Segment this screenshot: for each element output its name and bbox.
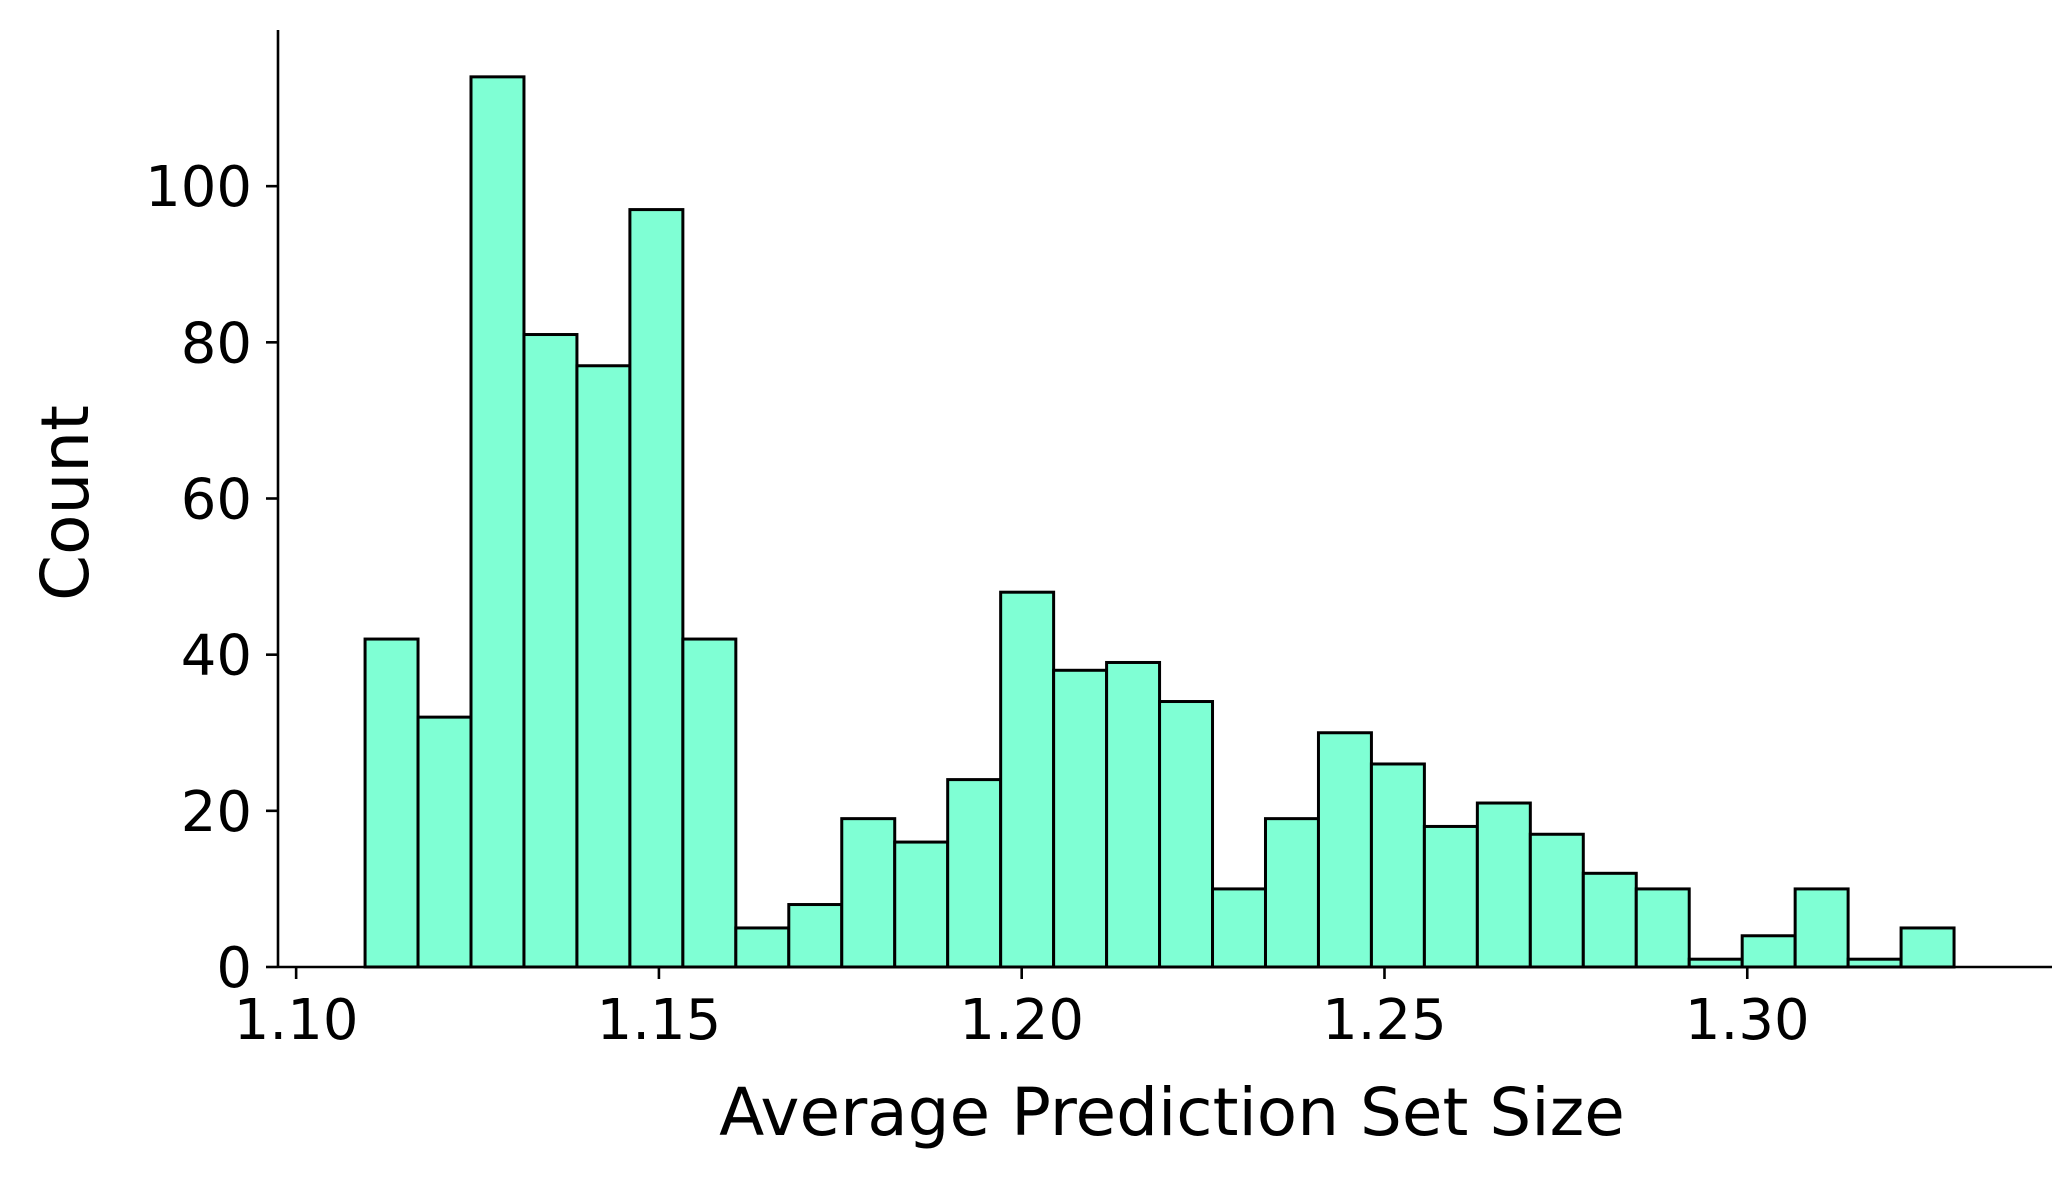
histogram-bar [1316, 731, 1373, 969]
histogram-bar [787, 903, 844, 969]
histogram-bar [416, 715, 473, 969]
y-axis-title: Count [27, 405, 104, 601]
histogram-bar [1369, 762, 1426, 969]
y-tick-label: 100 [145, 155, 252, 220]
histogram-bar [1211, 887, 1267, 969]
histogram-bar [681, 637, 738, 969]
histogram-bar [1581, 871, 1638, 969]
histogram-bar [363, 637, 420, 969]
y-tick-label: 20 [181, 780, 252, 845]
histogram-bar [1422, 824, 1479, 969]
x-tick-label: 1.30 [1685, 988, 1810, 1053]
x-ticks: 1.10 1.15 1.20 1.25 1.30 [234, 967, 1810, 1053]
histogram-bar [1793, 887, 1850, 969]
histogram-bar [1263, 817, 1320, 969]
histogram-bar [840, 817, 897, 969]
y-tick-label: 0 [216, 936, 252, 1001]
y-tick-label: 80 [181, 311, 252, 376]
histogram-bar [1158, 700, 1215, 969]
histogram-bar [1740, 934, 1797, 969]
x-tick-label: 1.25 [1322, 988, 1447, 1053]
y-tick-label: 60 [181, 468, 252, 533]
histogram-bar [893, 840, 950, 969]
x-tick-label: 1.20 [959, 988, 1084, 1053]
y-ticks: 0 20 40 60 80 100 [145, 155, 278, 1001]
bars-group [363, 75, 1956, 969]
histogram-bar [1052, 668, 1109, 969]
histogram-bar [469, 75, 526, 969]
histogram-bar [628, 208, 685, 969]
histogram-bar [1105, 660, 1162, 969]
y-tick-label: 40 [181, 624, 252, 689]
histogram-bar [1634, 887, 1691, 969]
histogram-bar [522, 333, 579, 969]
histogram-bar [946, 778, 1003, 969]
x-tick-label: 1.15 [597, 988, 722, 1053]
histogram-bar [1899, 926, 1956, 969]
histogram-bar [734, 926, 791, 969]
x-tick-label: 1.10 [234, 988, 359, 1053]
histogram-bar [575, 364, 632, 969]
histogram-bar [1475, 801, 1532, 969]
x-axis-title: Average Prediction Set Size [719, 1074, 1625, 1151]
histogram-bar [999, 590, 1056, 969]
histogram-bar [1528, 832, 1585, 969]
